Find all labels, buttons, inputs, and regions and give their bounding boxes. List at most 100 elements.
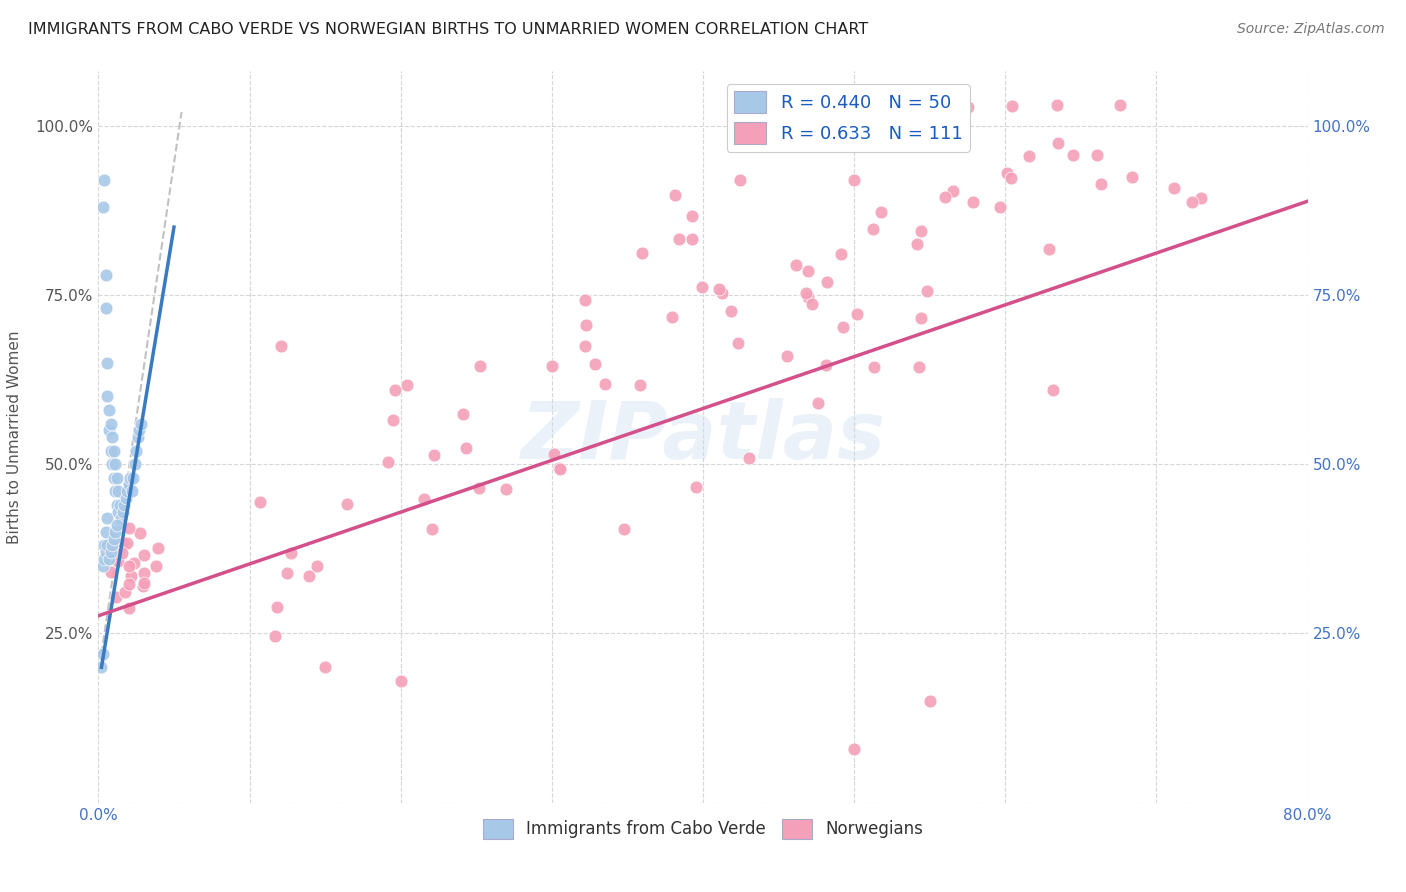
Point <box>707 282 730 296</box>
Y-axis label: Births to Unmarried Women: Births to Unmarried Women <box>7 330 21 544</box>
Point <box>105 471 128 485</box>
Point <box>120 471 142 485</box>
Point <box>1189 190 1212 204</box>
Point <box>806 396 828 410</box>
Point <box>495 482 517 496</box>
Point <box>1045 98 1067 112</box>
Point <box>661 310 683 324</box>
Point <box>467 481 489 495</box>
Point <box>631 245 654 260</box>
Point <box>1163 181 1185 195</box>
Point <box>132 566 155 580</box>
Point <box>90 660 112 674</box>
Point <box>100 417 122 431</box>
Point <box>541 359 564 373</box>
Point <box>104 484 127 499</box>
Point <box>118 600 141 615</box>
Point <box>830 247 852 261</box>
Point <box>266 600 288 615</box>
Point <box>932 106 955 120</box>
Point <box>129 417 152 431</box>
Point <box>962 194 984 209</box>
Point <box>1042 383 1064 397</box>
Point <box>934 190 956 204</box>
Point <box>98 552 121 566</box>
Point <box>1090 178 1112 192</box>
Point <box>454 441 477 455</box>
Point <box>942 184 965 198</box>
Point <box>451 407 474 421</box>
Point <box>1109 98 1132 112</box>
Point <box>862 221 884 235</box>
Point <box>128 423 150 437</box>
Point <box>146 541 169 556</box>
Point <box>668 232 690 246</box>
Point <box>94 268 117 282</box>
Point <box>737 451 759 466</box>
Point <box>104 457 127 471</box>
Point <box>101 430 124 444</box>
Point <box>105 518 128 533</box>
Point <box>118 559 141 574</box>
Point <box>934 118 956 132</box>
Point <box>280 546 302 560</box>
Point <box>125 443 148 458</box>
Point <box>121 484 143 499</box>
Point <box>815 276 838 290</box>
Point <box>276 566 298 581</box>
Point <box>127 430 149 444</box>
Point <box>910 224 932 238</box>
Point <box>118 477 141 491</box>
Point <box>96 511 118 525</box>
Point <box>423 448 446 462</box>
Point <box>801 297 824 311</box>
Point <box>94 545 117 559</box>
Point <box>664 188 686 202</box>
Point <box>101 538 124 552</box>
Point <box>389 673 412 688</box>
Point <box>93 172 115 186</box>
Point <box>103 471 125 485</box>
Point <box>124 457 146 471</box>
Point <box>1062 147 1084 161</box>
Point <box>832 320 855 334</box>
Point <box>111 505 134 519</box>
Point <box>776 349 799 363</box>
Point <box>575 318 598 332</box>
Point <box>1181 195 1204 210</box>
Point <box>907 360 929 375</box>
Point <box>104 524 127 539</box>
Point <box>957 100 980 114</box>
Point <box>990 200 1012 214</box>
Point <box>905 236 928 251</box>
Point <box>94 301 117 316</box>
Point <box>100 565 122 579</box>
Point <box>1001 99 1024 113</box>
Point <box>797 264 820 278</box>
Point <box>114 491 136 505</box>
Point <box>91 558 114 573</box>
Point <box>845 307 868 321</box>
Point <box>107 484 129 499</box>
Point <box>574 339 596 353</box>
Point <box>995 166 1018 180</box>
Point <box>727 335 749 350</box>
Point <box>110 511 132 525</box>
Point <box>115 536 138 550</box>
Point <box>107 554 129 568</box>
Point <box>104 590 127 604</box>
Point <box>297 569 319 583</box>
Point <box>101 457 124 471</box>
Point <box>382 413 405 427</box>
Point <box>108 498 131 512</box>
Point <box>132 579 155 593</box>
Point <box>844 741 866 756</box>
Point <box>593 376 616 391</box>
Point <box>543 447 565 461</box>
Point <box>98 403 121 417</box>
Point <box>1018 149 1040 163</box>
Point <box>117 576 139 591</box>
Point <box>870 205 893 219</box>
Point <box>96 389 118 403</box>
Point <box>470 359 492 373</box>
